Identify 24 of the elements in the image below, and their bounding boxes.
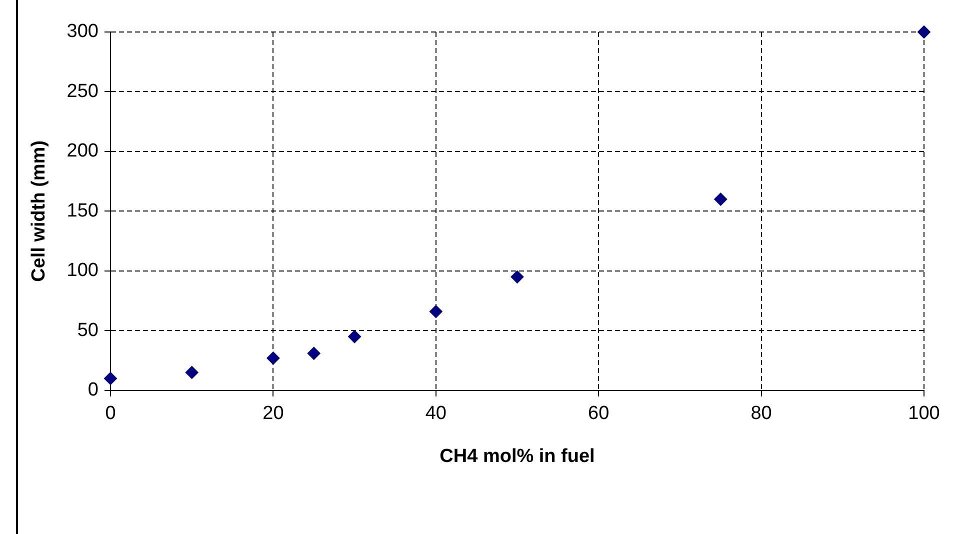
y-tick-label: 200 <box>66 140 98 162</box>
point <box>429 305 442 318</box>
x-tick-label: 60 <box>588 403 610 424</box>
y-axis-title: Cell width (mm) <box>28 140 50 282</box>
point <box>714 192 728 206</box>
point <box>510 270 524 284</box>
x-tick-label: 40 <box>425 403 446 424</box>
x-tick-label: 0 <box>105 403 116 424</box>
point <box>185 366 198 379</box>
point <box>266 352 280 365</box>
y-tick-label: 50 <box>77 320 98 341</box>
y-tick-label: 100 <box>66 260 98 282</box>
point <box>348 330 362 344</box>
y-tick-label: 300 <box>66 21 98 42</box>
x-axis-title: CH4 mol% in fuel <box>440 446 595 467</box>
y-tick-label: 150 <box>66 200 98 222</box>
point <box>104 372 117 385</box>
y-tick-label: 250 <box>66 80 98 102</box>
point <box>918 26 930 38</box>
point <box>307 346 320 360</box>
y-tick-label: 0 <box>88 380 98 401</box>
x-tick-label: 100 <box>908 403 940 424</box>
x-tick-label: 80 <box>750 403 772 424</box>
x-tick-label: 20 <box>262 403 284 424</box>
